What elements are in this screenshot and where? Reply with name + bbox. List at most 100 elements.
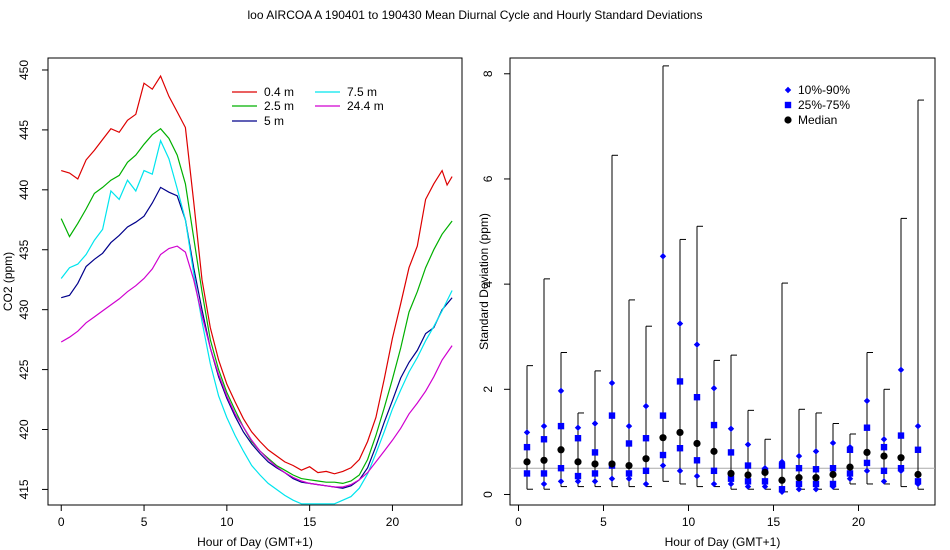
x-tick-label: 0 [515, 515, 522, 529]
p25-marker [625, 470, 633, 477]
p10-marker [574, 478, 582, 485]
p75-marker [676, 378, 684, 385]
series-line [61, 186, 453, 489]
p25-marker [880, 467, 888, 475]
p10-marker [642, 480, 650, 488]
p90-marker [642, 402, 650, 410]
p25-marker [846, 470, 854, 477]
y-axis-title: Standard Deviation (ppm) [477, 213, 491, 350]
p10-marker [880, 478, 888, 485]
x-tick-label: 5 [141, 515, 148, 529]
p75-marker [557, 422, 565, 430]
p10-marker [659, 462, 667, 469]
x-axis-title: Hour of Day (GMT+1) [665, 535, 781, 549]
p10-marker [812, 486, 820, 493]
median-marker [846, 463, 854, 471]
p90-marker [591, 420, 599, 427]
p25-marker [710, 467, 718, 475]
x-tick-label: 5 [600, 515, 607, 529]
p75-marker [880, 443, 888, 451]
p75-marker [744, 462, 752, 469]
p90-marker [880, 436, 888, 443]
co2-diurnal-panel: 0 5 10 15 20 415 420 425 430 435 440 445 450 Hour of … [1, 57, 463, 549]
median-marker [676, 428, 684, 437]
p90-marker [744, 441, 752, 448]
p10-marker [761, 483, 769, 490]
median-marker [795, 474, 803, 482]
median-marker [659, 434, 667, 442]
p75-marker [608, 412, 616, 419]
x-tick-label: 10 [682, 515, 696, 529]
median-marker [812, 474, 820, 482]
legend-symbol-25-75 [784, 101, 792, 109]
p25-marker [812, 480, 820, 488]
p25-marker [829, 480, 837, 488]
p75-marker [727, 449, 735, 456]
p75-marker [846, 446, 854, 453]
series-line [60, 138, 453, 505]
p90-marker [863, 397, 871, 405]
p25-marker [897, 464, 905, 472]
series-line [61, 74, 453, 475]
legend-label: 5 m [264, 114, 284, 128]
legend-label: 7.5 m [347, 85, 377, 99]
p90-marker [557, 387, 565, 395]
p75-marker [897, 432, 905, 439]
p75-marker [574, 435, 582, 442]
p25-marker [795, 480, 803, 488]
x-tick-label: 15 [767, 515, 781, 529]
y-tick-label: 420 [17, 419, 31, 439]
p75-marker [812, 466, 820, 473]
median-marker [642, 455, 650, 463]
p75-marker [795, 464, 803, 472]
series-line [60, 127, 453, 485]
legend-label: 10%-90% [798, 83, 850, 97]
p25-marker [727, 475, 735, 482]
p25-marker [523, 470, 531, 477]
p75-marker [591, 449, 599, 456]
legend-label: 25%-75% [798, 98, 850, 112]
y-tick-label: 2 [481, 386, 495, 393]
p90-marker [829, 439, 837, 447]
p25-marker [863, 459, 871, 467]
x-tick-label: 10 [220, 515, 234, 529]
p75-marker [914, 446, 922, 453]
p90-marker [914, 422, 922, 430]
p10-marker [557, 478, 565, 485]
p10-marker [710, 480, 718, 488]
p10-marker [693, 472, 701, 480]
p10-marker [608, 475, 616, 482]
p90-marker [676, 320, 684, 327]
p90-marker [659, 253, 667, 260]
p75-marker [642, 435, 650, 442]
median-marker [625, 461, 633, 470]
y-tick-label: 435 [17, 239, 31, 259]
p90-marker [710, 385, 718, 392]
median-marker [591, 460, 599, 468]
median-marker [897, 454, 905, 462]
y-axis-title: CO2 (ppm) [1, 252, 15, 311]
legend-label: 2.5 m [264, 99, 294, 113]
p75-marker [540, 436, 548, 443]
median-marker [523, 458, 531, 466]
median-marker [761, 468, 769, 476]
p25-marker [574, 472, 582, 480]
plot-frame [509, 57, 936, 506]
x-tick-label: 20 [386, 515, 400, 529]
p90-marker [897, 366, 905, 374]
y-tick-label: 450 [17, 60, 31, 80]
y-tick-label: 0 [481, 491, 495, 498]
x-tick-label: 15 [303, 515, 317, 529]
y-tick-label: 6 [481, 175, 495, 182]
median-marker [863, 448, 871, 457]
p10-marker [744, 483, 752, 490]
p25-marker [659, 451, 667, 459]
x-tick-label: 20 [852, 515, 866, 529]
p90-marker [540, 422, 548, 430]
p25-marker [591, 470, 599, 477]
x-tick-label: 0 [58, 515, 65, 529]
median-marker [880, 452, 888, 460]
plot-frame [47, 57, 463, 506]
p75-marker [863, 424, 871, 431]
p10-marker [863, 467, 871, 475]
